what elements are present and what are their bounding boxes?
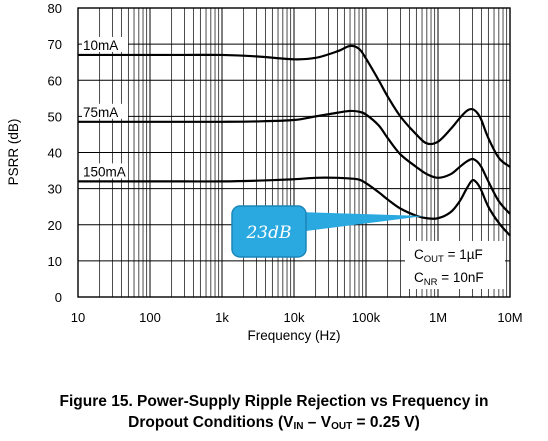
y-tick-label: 70 [48,37,62,52]
x-tick-label: 10 [71,310,85,325]
y-tick-label: 80 [48,1,62,16]
y-tick-label: 20 [48,218,62,233]
series-label-10mA: 10mA [83,38,118,53]
x-tick-label: 100k [352,310,381,325]
y-tick-label: 60 [48,73,62,88]
psrr-chart: 0 10 20 30 40 50 60 70 80 10 100 1k 10k 100k 1M 10M PS… [6,1,523,343]
x-tick-label: 1k [215,310,229,325]
series-line-10mA [78,44,511,168]
x-tick-label: 100 [139,310,161,325]
series-line-150mA [77,176,511,237]
series-label-bg [82,36,128,52]
series-label-bg [82,163,128,179]
y-tick-label: 40 [48,146,62,161]
cout-label: COUT = 1µF [414,247,483,265]
x-tick-label: 10k [284,310,305,325]
y-axis-label: PSRR (dB) [6,119,21,186]
y-tick-label: 50 [48,109,62,124]
callout-text: 23dB [245,223,291,243]
series-label-75mA: 75mA [83,105,118,120]
conditions-annotation: COUT = 1µF CNR = 10nF [405,241,505,289]
x-tick-labels: 10 100 1k 10k 100k 1M 10M [71,310,523,325]
series-line-75mA [78,109,511,215]
x-tick-label: 10M [497,310,522,325]
series-lines [77,44,511,237]
y-tick-label: 10 [48,254,62,269]
series-labels: 10mA 75mA 150mA [82,36,128,179]
y-tick-label: 0 [55,290,62,305]
callout-pointer [298,212,424,232]
callout-box [231,205,307,258]
y-tick-label: 30 [48,182,62,197]
callout: 23dB [231,205,424,258]
figure-caption-line2: Dropout Conditions (VIN – VOUT = 0.25 V) [128,414,420,432]
x-tick-label: 1M [429,310,447,325]
series-label-bg [82,103,128,119]
plot-frame [77,7,511,298]
y-tick-labels: 0 10 20 30 40 50 60 70 80 [48,1,62,305]
cnr-label: CNR = 10nF [414,270,484,288]
series-label-150mA: 150mA [83,164,126,179]
figure-caption-line1: Figure 15. Power-Supply Ripple Rejection… [59,393,489,410]
x-axis-label: Frequency (Hz) [247,328,340,343]
